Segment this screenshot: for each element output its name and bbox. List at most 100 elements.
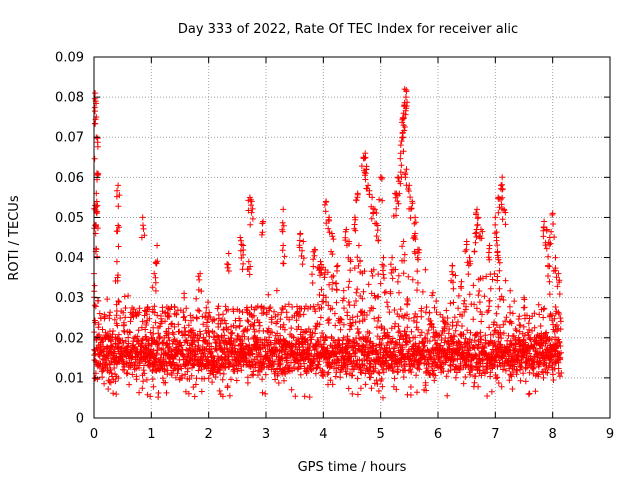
data-point-1417 bbox=[345, 385, 352, 392]
data-point-2681 bbox=[487, 285, 494, 292]
data-point-556 bbox=[191, 347, 198, 354]
data-point-3069 bbox=[366, 339, 373, 346]
data-point-3068 bbox=[185, 332, 192, 339]
data-point-3064 bbox=[288, 342, 295, 349]
data-point-3186 bbox=[203, 304, 210, 311]
data-point-3106 bbox=[297, 311, 304, 318]
data-point-2724 bbox=[384, 299, 390, 306]
data-point-1530 bbox=[366, 354, 373, 361]
data-point-2424 bbox=[526, 390, 533, 397]
data-point-2833 bbox=[414, 279, 421, 286]
data-point-1255 bbox=[316, 358, 323, 365]
data-point-3598 bbox=[502, 221, 509, 228]
data-point-2976 bbox=[368, 290, 375, 297]
data-point-2782 bbox=[422, 334, 429, 341]
data-point-699 bbox=[216, 387, 223, 394]
data-point-3026 bbox=[417, 332, 424, 339]
data-point-3111 bbox=[498, 293, 505, 300]
data-point-3062 bbox=[426, 321, 433, 328]
data-point-3086 bbox=[146, 315, 153, 322]
data-point-2874 bbox=[102, 329, 109, 336]
data-point-166 bbox=[120, 327, 127, 334]
data-point-3006 bbox=[445, 337, 452, 344]
data-point-2999 bbox=[106, 315, 113, 322]
data-point-2911 bbox=[138, 324, 145, 331]
data-point-1589 bbox=[376, 336, 383, 343]
data-point-2595 bbox=[557, 343, 564, 349]
data-point-1303 bbox=[325, 369, 332, 376]
data-point-3382 bbox=[352, 216, 359, 223]
data-point-3015 bbox=[383, 342, 390, 349]
data-point-3448 bbox=[395, 175, 402, 181]
data-point-3196 bbox=[254, 317, 261, 323]
data-point-3451 bbox=[395, 200, 402, 207]
data-point-2719 bbox=[206, 309, 213, 316]
data-point-3605 bbox=[521, 294, 527, 301]
data-point-3051 bbox=[553, 322, 560, 328]
data-point-2601 bbox=[477, 329, 484, 336]
data-point-2824 bbox=[457, 311, 463, 318]
data-point-3115 bbox=[277, 323, 284, 330]
data-point-3081 bbox=[401, 328, 408, 335]
data-point-3025 bbox=[183, 305, 190, 312]
data-point-2277 bbox=[500, 321, 507, 328]
data-point-3452 bbox=[397, 180, 404, 187]
data-point-3087 bbox=[236, 308, 243, 314]
data-point-1511 bbox=[362, 381, 369, 388]
data-point-433 bbox=[168, 372, 175, 378]
data-point-3403 bbox=[360, 155, 367, 162]
data-point-3153 bbox=[336, 319, 343, 326]
data-point-3265 bbox=[139, 214, 146, 221]
data-point-3409 bbox=[362, 176, 369, 183]
data-point-1042 bbox=[278, 309, 285, 316]
data-point-2675 bbox=[414, 287, 420, 294]
data-point-1667 bbox=[390, 368, 397, 375]
data-point-3637 bbox=[553, 274, 560, 281]
data-point-2734 bbox=[455, 305, 462, 312]
data-point-3589 bbox=[497, 185, 504, 192]
data-point-2895 bbox=[169, 329, 176, 336]
data-point-2822 bbox=[182, 337, 189, 344]
data-point-3112 bbox=[276, 340, 283, 347]
data-point-3523 bbox=[401, 251, 408, 258]
data-point-3571 bbox=[492, 221, 499, 228]
data-point-1686 bbox=[394, 341, 401, 348]
data-point-627 bbox=[203, 365, 210, 372]
data-point-3091 bbox=[245, 318, 252, 325]
data-point-3273 bbox=[152, 259, 159, 266]
data-point-3130 bbox=[486, 297, 493, 304]
x-tick-label-6: 6 bbox=[434, 427, 442, 442]
data-point-3274 bbox=[154, 258, 161, 265]
data-point-332 bbox=[150, 347, 157, 354]
data-point-2523 bbox=[544, 369, 551, 376]
data-point-3128 bbox=[370, 305, 377, 312]
data-point-3066 bbox=[377, 280, 384, 287]
data-point-3392 bbox=[357, 258, 363, 265]
data-point-3089 bbox=[195, 307, 201, 314]
data-point-3192 bbox=[263, 311, 270, 318]
data-point-722 bbox=[220, 370, 227, 377]
x-axis-label: GPS time / hours bbox=[298, 460, 407, 475]
data-point-1763 bbox=[407, 384, 414, 390]
data-point-3389 bbox=[354, 194, 361, 201]
data-point-3054 bbox=[313, 323, 320, 330]
data-point-2857 bbox=[414, 268, 421, 275]
data-point-367 bbox=[157, 333, 164, 340]
data-point-2448 bbox=[531, 345, 538, 352]
data-point-56 bbox=[101, 380, 108, 387]
data-point-528 bbox=[185, 390, 192, 397]
data-point-3558 bbox=[473, 229, 480, 236]
data-point-3559 bbox=[474, 221, 481, 228]
data-point-3604 bbox=[496, 259, 503, 266]
data-point-3496 bbox=[407, 194, 414, 201]
data-point-3428 bbox=[375, 237, 382, 244]
data-point-2391 bbox=[520, 323, 527, 330]
data-point-3218 bbox=[95, 170, 102, 177]
data-point-3352 bbox=[321, 201, 328, 208]
data-point-189 bbox=[125, 292, 132, 299]
data-point-1262 bbox=[317, 314, 324, 321]
data-point-2705 bbox=[409, 276, 416, 283]
data-point-3165 bbox=[258, 303, 265, 310]
data-point-1868 bbox=[426, 338, 433, 345]
data-point-2808 bbox=[143, 322, 150, 328]
